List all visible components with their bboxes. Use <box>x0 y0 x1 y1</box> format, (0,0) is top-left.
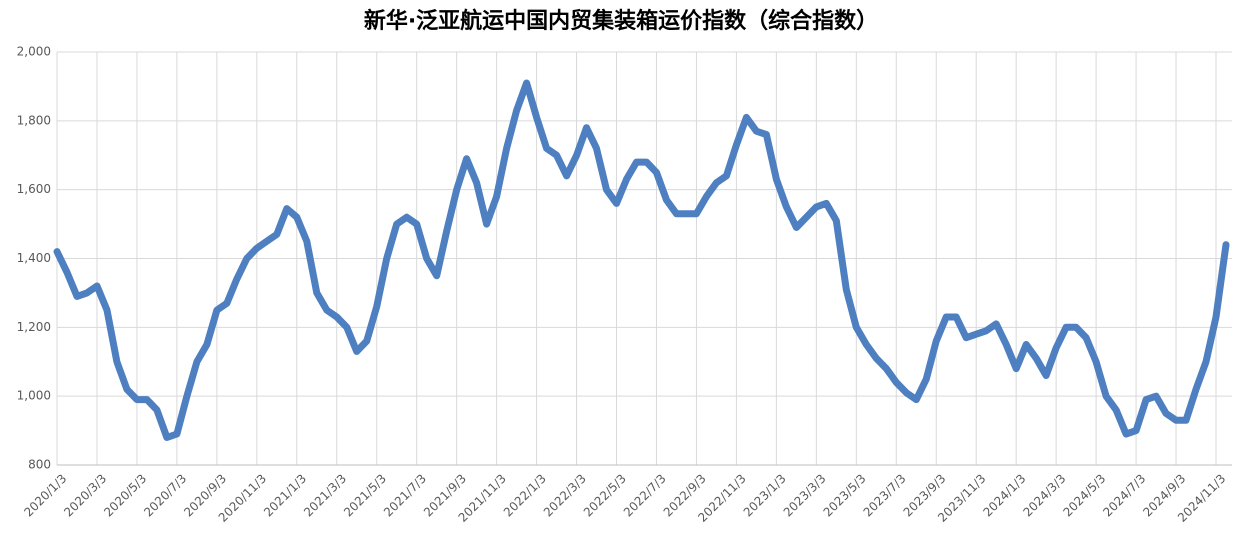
x-tick-label: 2021/7/3 <box>381 471 429 519</box>
x-tick-label: 2021/1/3 <box>261 471 309 519</box>
x-tick-label: 2023/1/3 <box>741 471 789 519</box>
y-tick-label: 1,400 <box>17 251 51 265</box>
x-tick-label: 2020/7/3 <box>141 471 189 519</box>
x-tick-label: 2021/3/3 <box>301 471 349 519</box>
x-tick-label: 2022/7/3 <box>621 471 669 519</box>
x-tick-label: 2023/7/3 <box>861 471 909 519</box>
y-tick-label: 1,600 <box>17 182 51 196</box>
data-line <box>53 79 1230 441</box>
x-tick-label: 2020/3/3 <box>61 471 109 519</box>
chart-title: 新华·泛亚航运中国内贸集装箱运价指数（综合指数） <box>364 8 878 34</box>
y-tick-label: 800 <box>28 458 51 472</box>
x-tick-label: 2022/5/3 <box>581 471 629 519</box>
y-tick-label: 1,000 <box>17 389 51 403</box>
x-tick-label: 2022/3/3 <box>541 471 589 519</box>
x-tick-label: 2023/5/3 <box>821 471 869 519</box>
x-tick-label: 2024/5/3 <box>1060 471 1108 519</box>
x-tick-label: 2020/1/3 <box>21 471 69 519</box>
x-tick-label: 2024/1/3 <box>980 471 1028 519</box>
x-tick-label: 2020/5/3 <box>101 471 149 519</box>
x-tick-label: 2021/5/3 <box>341 471 389 519</box>
x-tick-label: 2024/3/3 <box>1020 471 1068 519</box>
y-tick-label: 1,200 <box>17 320 51 334</box>
y-tick-label: 1,800 <box>17 113 51 127</box>
x-tick-label: 2022/1/3 <box>501 471 549 519</box>
y-tick-label: 2,000 <box>17 45 51 59</box>
x-tick-label: 2023/3/3 <box>781 471 829 519</box>
x-tick-label: 2024/7/3 <box>1100 471 1148 519</box>
